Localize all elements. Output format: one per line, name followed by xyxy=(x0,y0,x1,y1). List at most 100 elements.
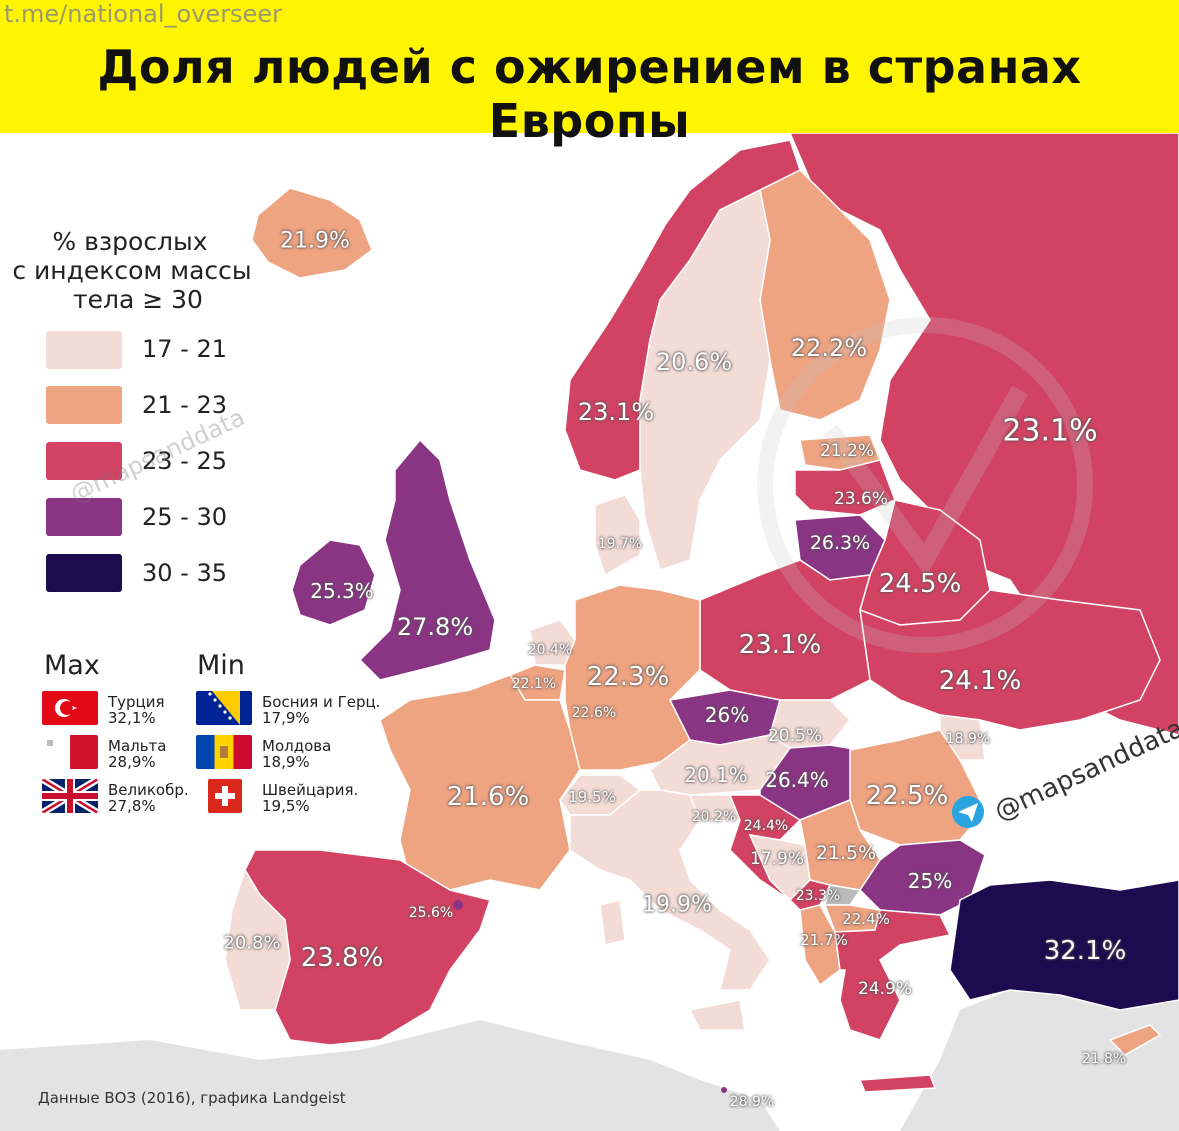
switzerland-flag-icon xyxy=(208,779,242,813)
region-italy xyxy=(569,789,771,991)
region-malta xyxy=(721,1087,727,1093)
country-label-spain: 23.8% xyxy=(300,943,384,973)
malta-flag-icon xyxy=(42,735,98,769)
country-label-greece: 24.9% xyxy=(857,979,913,999)
country-label-switzerland: 19.5% xyxy=(568,788,616,806)
legend-title-line-1: % взрослых xyxy=(52,227,208,256)
max-2-value: 28,9% xyxy=(108,753,156,771)
region-cyprus xyxy=(1108,1024,1162,1056)
legend-label-21-23: 21 - 23 xyxy=(142,391,227,419)
country-label-united-kingdom: 27.8% xyxy=(396,613,474,641)
region-sardinia xyxy=(599,899,626,946)
country-label-hungary: 26.4% xyxy=(765,768,829,792)
country-label-turkey: 32.1% xyxy=(1043,936,1127,966)
region-portugal xyxy=(224,868,291,1011)
country-label-austria: 20.1% xyxy=(684,763,748,787)
region-middle-east xyxy=(900,990,1179,1131)
legend-swatch-30-35 xyxy=(46,554,122,592)
region-russia xyxy=(789,133,1179,736)
min-2-value: 18,9% xyxy=(262,753,310,771)
region-andorra xyxy=(453,900,463,910)
legend-swatch-21-23 xyxy=(46,386,122,424)
max-1-country: Турция xyxy=(108,693,165,711)
max-1-value: 32,1% xyxy=(108,709,156,727)
min-1-value: 17,9% xyxy=(262,709,310,727)
country-label-ireland: 25.3% xyxy=(310,579,374,603)
region-latvia xyxy=(794,459,896,516)
country-label-netherlands: 20.4% xyxy=(527,642,573,658)
country-label-france: 21.6% xyxy=(446,782,530,812)
country-label-czechia: 26% xyxy=(704,703,750,727)
country-label-luxembourg: 22.6% xyxy=(571,705,617,721)
max-3-value: 27,8% xyxy=(108,797,156,815)
region-united-kingdom xyxy=(358,438,496,681)
country-label-slovakia: 20.5% xyxy=(767,726,823,746)
country-label-ukraine: 24.1% xyxy=(938,666,1022,696)
region-montenegro xyxy=(788,879,832,911)
country-label-iceland: 21.9% xyxy=(280,228,350,254)
country-label-norway: 23.1% xyxy=(577,398,655,426)
moldova-flag-icon xyxy=(196,735,252,769)
legend-title-line-2: с индексом массы xyxy=(12,256,252,285)
europe-map xyxy=(0,133,1179,1131)
country-label-sweden: 20.6% xyxy=(655,348,733,376)
region-moldova xyxy=(939,714,986,761)
country-label-bulgaria: 25% xyxy=(907,869,953,893)
region-iceland xyxy=(251,187,373,279)
country-label-denmark: 19.7% xyxy=(597,536,643,552)
legend-title-line-3: тела ≥ 30 xyxy=(73,285,203,314)
page-title: Доля людей с ожирением в странах Европы xyxy=(97,40,1082,148)
country-label-malta: 28.9% xyxy=(729,1094,775,1110)
country-label-andorra: 25.6% xyxy=(408,905,454,921)
legend-swatch-17-21 xyxy=(46,331,122,369)
region-sicily xyxy=(688,999,746,1031)
legend-label-23-25: 23 - 25 xyxy=(142,447,227,475)
country-label-croatia: 24.4% xyxy=(743,818,789,834)
country-label-germany: 22.3% xyxy=(586,662,670,692)
legend-swatch-23-25 xyxy=(46,442,122,480)
uk-flag-icon xyxy=(42,779,98,813)
min-3-country: Швейцария. xyxy=(262,781,359,799)
turkey-flag-icon xyxy=(42,691,98,725)
min-3-value: 19,5% xyxy=(262,797,310,815)
country-label-belgium: 22.1% xyxy=(511,676,557,692)
max-2-country: Мальта xyxy=(108,737,167,755)
country-label-portugal: 20.8% xyxy=(223,932,281,954)
country-label-cyprus: 21.8% xyxy=(1081,1051,1127,1067)
region-ukraine xyxy=(859,589,1161,731)
region-crete xyxy=(858,1074,937,1093)
region-ireland xyxy=(291,539,376,626)
country-label-albania: 21.7% xyxy=(800,931,848,949)
max-3-country: Великобр. xyxy=(108,781,189,799)
country-label-lithuania: 26.3% xyxy=(809,532,871,554)
country-label-finland: 22.2% xyxy=(790,334,868,362)
country-label-slovenia: 20.2% xyxy=(691,809,737,825)
country-label-serbia: 21.5% xyxy=(815,842,877,864)
country-label-romania: 22.5% xyxy=(865,781,949,811)
legend-swatch-25-30 xyxy=(46,498,122,536)
country-label-moldova: 18.9% xyxy=(945,731,991,747)
country-label-poland: 23.1% xyxy=(738,630,822,660)
source-credit: Данные ВОЗ (2016), графика Landgeist xyxy=(38,1089,346,1107)
max-heading: Max xyxy=(44,650,100,681)
country-label-italy: 19.9% xyxy=(642,892,712,918)
telegram-icon xyxy=(952,796,984,828)
region-greece xyxy=(834,909,952,1041)
region-turkey xyxy=(949,879,1179,1011)
min-heading: Min xyxy=(197,650,245,681)
country-label-russia: 23.1% xyxy=(1002,413,1098,449)
legend-label-17-21: 17 - 21 xyxy=(142,335,227,363)
min-1-country: Босния и Герц. xyxy=(262,693,381,711)
country-label-latvia: 23.6% xyxy=(833,489,889,509)
watermark-logo xyxy=(757,317,1093,653)
country-label-bosnia: 17.9% xyxy=(749,849,805,869)
channel-handle[interactable]: t.me/national_overseer xyxy=(4,0,282,28)
country-label-estonia: 21.2% xyxy=(819,441,875,461)
bosnia-flag-icon xyxy=(196,691,252,725)
region-france xyxy=(379,674,581,891)
region-sweden xyxy=(639,188,771,571)
legend-label-30-35: 30 - 35 xyxy=(142,559,227,587)
min-2-country: Молдова xyxy=(262,737,332,755)
country-label-montenegro: 23.3% xyxy=(795,888,841,904)
country-label-belarus: 24.5% xyxy=(878,569,962,599)
